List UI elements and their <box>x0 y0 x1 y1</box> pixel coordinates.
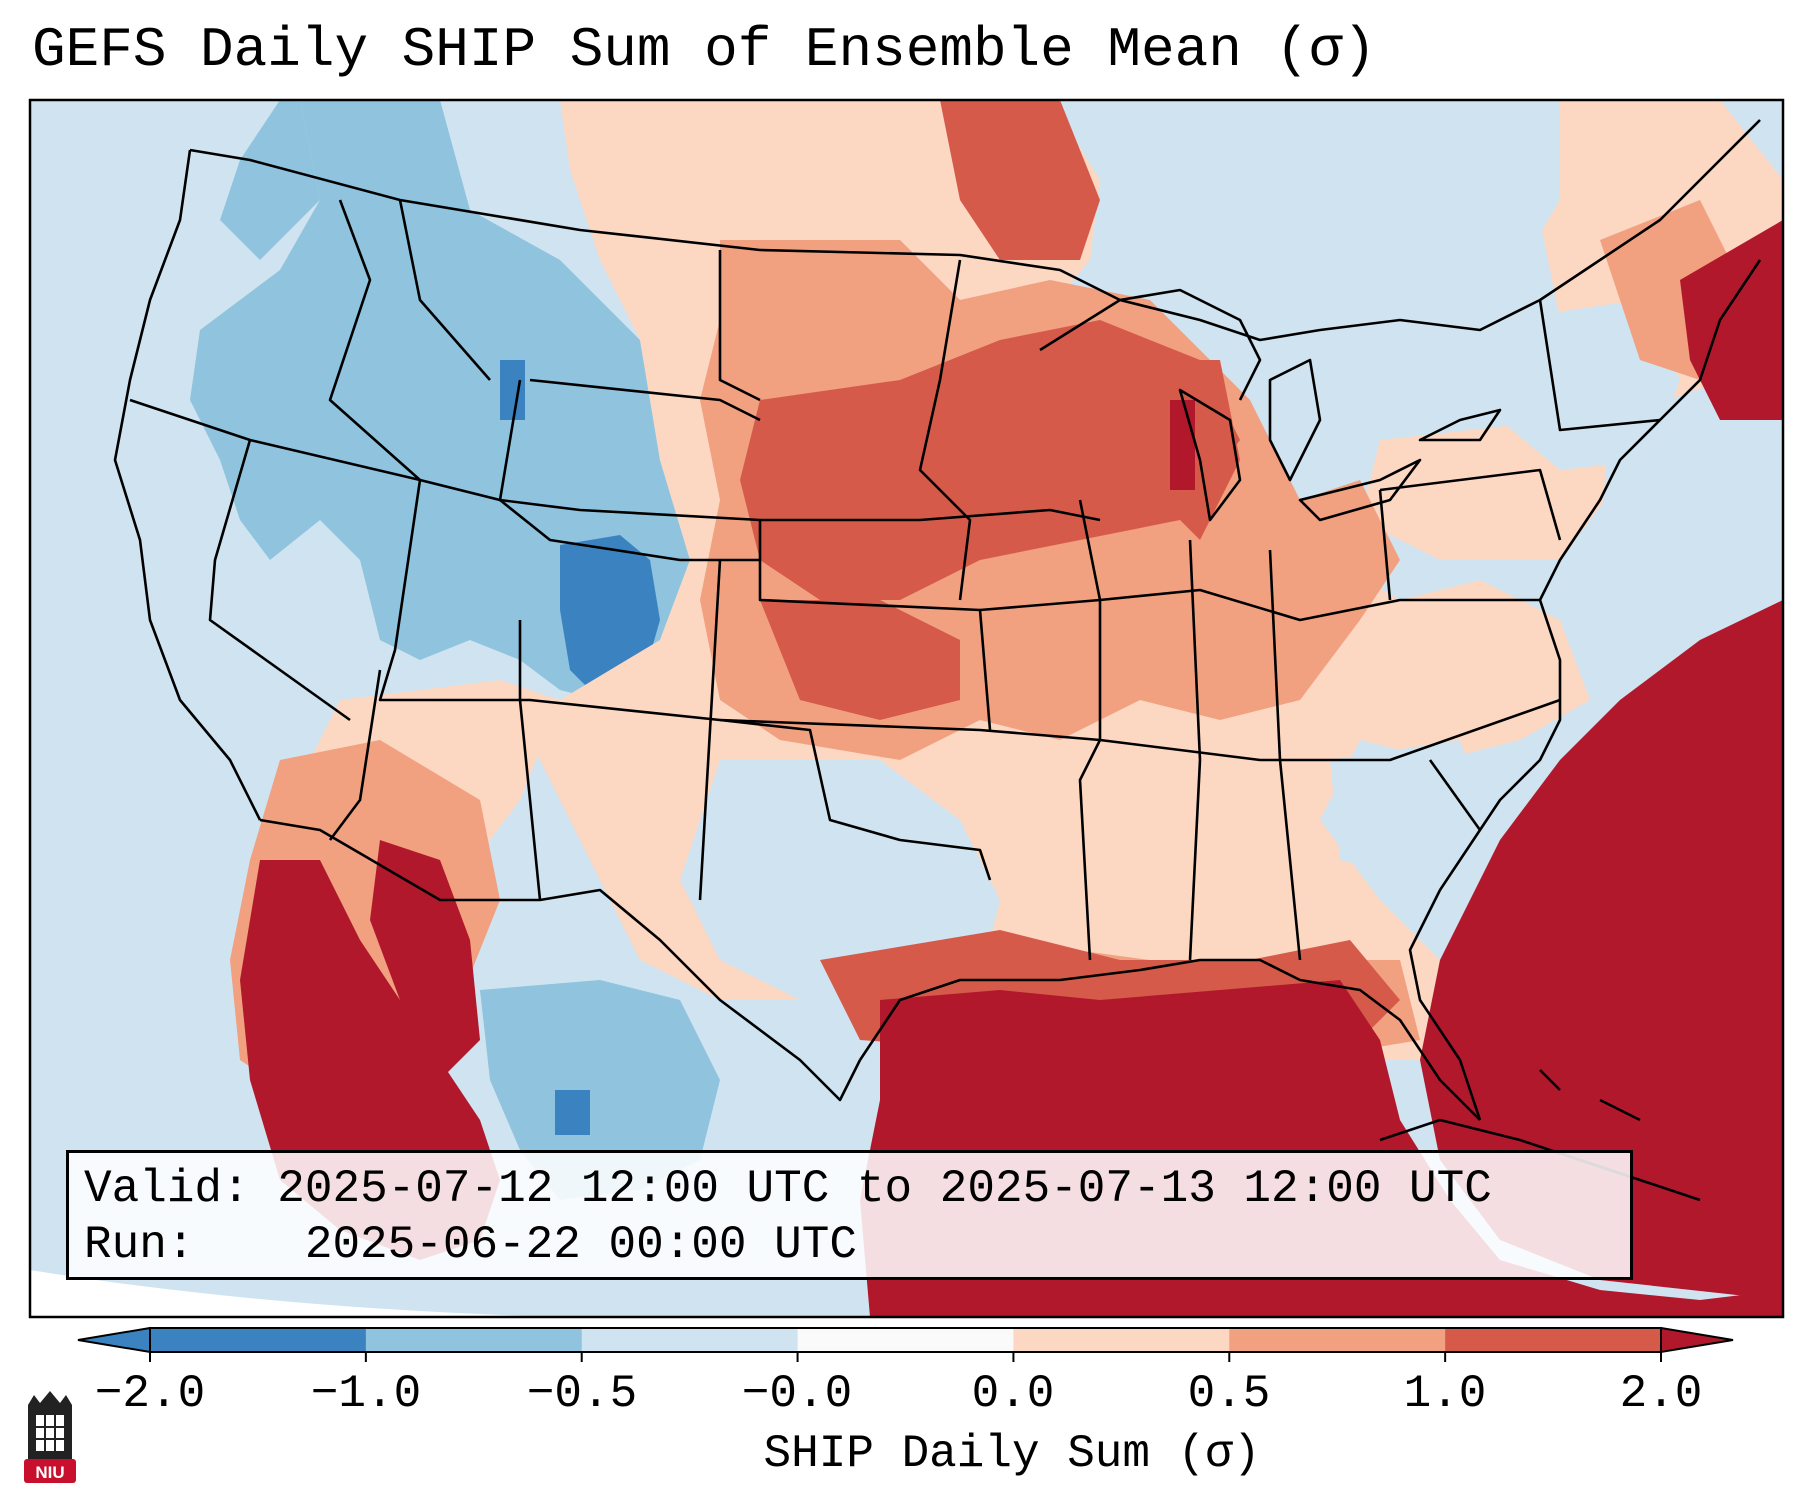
dark-blue-spot <box>555 1090 590 1135</box>
blue-region-desert <box>480 980 720 1200</box>
light-blue-texas <box>680 760 1000 1000</box>
tick-label: 0.0 <box>971 1368 1055 1420</box>
colorbar-segment <box>365 1328 583 1352</box>
political-borders <box>113 119 1762 1202</box>
tick-label: 1.0 <box>1403 1368 1487 1420</box>
light-blue-atlantic <box>1600 360 1783 620</box>
colorbar-segment <box>150 1328 367 1352</box>
colorbar-segment <box>1013 1328 1230 1352</box>
dark-blue-spot-2 <box>500 360 525 420</box>
blue-region-washington <box>220 100 320 260</box>
colorbar-segment <box>1229 1328 1446 1352</box>
tick-label: −0.5 <box>526 1368 638 1420</box>
colorbar-segment <box>1445 1328 1662 1352</box>
valid-value: 2025-07-12 12:00 UTC to 2025-07-13 12:00… <box>277 1163 1492 1215</box>
tick-label: 0.5 <box>1187 1368 1271 1420</box>
tick-label: −0.0 <box>741 1368 853 1420</box>
dark-red-northeast <box>1680 220 1783 420</box>
map-frame <box>28 98 1785 1319</box>
colorbar-segment <box>797 1328 1014 1352</box>
red-region-upper-midwest <box>740 320 1240 600</box>
map-title: GEFS Daily SHIP Sum of Ensemble Mean (σ) <box>32 18 1377 82</box>
info-box: Valid: 2025-07-12 12:00 UTC to 2025-07-1… <box>66 1150 1633 1280</box>
colorbar-segment <box>581 1328 799 1352</box>
colorbar-label: SHIP Daily Sum (σ) <box>763 1428 1261 1480</box>
red-region-south-plains <box>760 600 960 720</box>
tick-label: −1.0 <box>310 1368 422 1420</box>
niu-logo-icon: NIU <box>24 1391 76 1483</box>
run-value: 2025-06-22 00:00 UTC <box>304 1219 857 1271</box>
dark-red-atlantic <box>1420 600 1783 1300</box>
tick-label: 2.0 <box>1619 1368 1703 1420</box>
colorbar-extend-low <box>77 1326 151 1354</box>
colorbar-outline <box>149 1327 1662 1353</box>
colorbar-extend-high <box>1660 1326 1734 1354</box>
niu-logo-text: NIU <box>35 1463 64 1482</box>
light-blue-great-lakes <box>1300 100 1560 360</box>
red-region-north-plains <box>940 100 1100 260</box>
light-blue-carolinas <box>1330 740 1480 880</box>
domain-edge-left <box>30 1270 900 1317</box>
run-label: Run: <box>84 1219 195 1271</box>
valid-label: Valid: <box>84 1163 250 1215</box>
tick-label: −2.0 <box>94 1368 206 1420</box>
